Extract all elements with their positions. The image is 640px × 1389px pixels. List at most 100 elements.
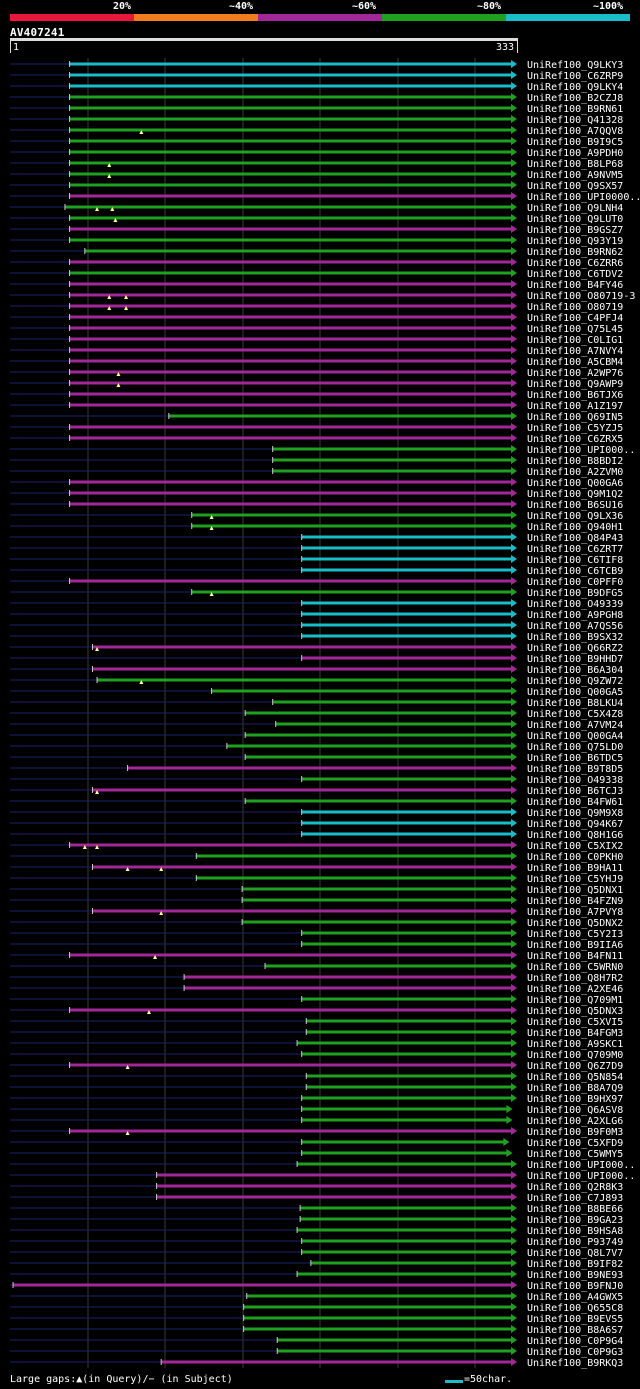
hit-arrowhead (511, 225, 517, 233)
hit-label: UniRef100_C6ZRT7 (527, 544, 623, 555)
hit-bar (69, 161, 513, 165)
hit-bar (69, 62, 513, 66)
hit-arrowhead (511, 1281, 517, 1289)
hit-arrowhead (511, 346, 517, 354)
hit-bar (196, 876, 512, 880)
hit-label: UniRef100_C5X4Z8 (527, 709, 623, 720)
hit-bar (13, 1283, 512, 1287)
hit-label: UniRef100_A2ZVM0 (527, 467, 623, 478)
hit-label: UniRef100_Q84P43 (527, 533, 623, 544)
hit-label: UniRef100_B8LKU4 (527, 698, 623, 709)
hit-bar (306, 1074, 512, 1078)
hit-arrowhead (511, 962, 517, 970)
hit-arrowhead (511, 885, 517, 893)
hit-arrowhead (511, 1215, 517, 1223)
hit-label: UniRef100_C6ZRP9 (527, 71, 623, 82)
hit-arrowhead (511, 390, 517, 398)
hit-bar (191, 524, 513, 528)
gap-marker-icon (107, 163, 112, 167)
hit-arrowhead (511, 1094, 517, 1102)
hit-arrowhead (511, 1292, 517, 1300)
gap-marker-icon (107, 295, 112, 299)
hit-bar (92, 667, 512, 671)
hit-arrowhead (511, 995, 517, 1003)
hit-label: UniRef100_Q94K67 (527, 819, 623, 830)
hit-arrowhead (511, 137, 517, 145)
hit-bar (301, 1107, 508, 1111)
hit-arrowhead (511, 951, 517, 959)
hit-arrowhead (506, 1149, 513, 1157)
hit-arrowhead (511, 566, 517, 574)
hit-label: UniRef100_Q00GA6 (527, 478, 623, 489)
hit-arrowhead (503, 1138, 510, 1146)
hit-label: UniRef100_C5YZJ5 (527, 423, 623, 434)
hit-label: UniRef100_O49338 (527, 775, 623, 786)
hit-label: UniRef100_B4FW61 (527, 797, 623, 808)
hit-arrowhead (511, 533, 517, 541)
hit-arrowhead (511, 522, 517, 530)
hit-bar (69, 304, 513, 308)
hit-bar (301, 931, 512, 935)
hit-bar (272, 458, 512, 462)
hit-bar (301, 568, 512, 572)
hit-arrowhead (511, 1127, 517, 1135)
legend-label-20: 20% (113, 1, 132, 12)
hit-label: UniRef100_Q8H1G6 (527, 830, 623, 841)
hit-label: UniRef100_Q9M9X8 (527, 808, 623, 819)
query-ruler (10, 38, 518, 41)
hit-arrowhead (511, 1347, 517, 1355)
hit-arrowhead (511, 1314, 517, 1322)
hit-label: UniRef100_B4FGM3 (527, 1028, 623, 1039)
gap-marker-icon (125, 867, 130, 871)
hit-bar (297, 1272, 512, 1276)
hit-bar (245, 711, 513, 715)
hit-arrowhead (511, 379, 517, 387)
hit-arrowhead (511, 115, 517, 123)
hit-label: UniRef100_C0LIG1 (527, 335, 623, 346)
hit-label: UniRef100_B6TJX6 (527, 390, 623, 401)
hit-arrowhead (511, 258, 517, 266)
hit-label: UniRef100_Q9LKY3 (527, 60, 623, 71)
hit-label: UniRef100_A2WP76 (527, 368, 623, 379)
hit-label: UniRef100_B9HA11 (527, 863, 623, 874)
hit-label: UniRef100_A9PDH0 (527, 148, 623, 159)
hit-arrowhead (511, 192, 517, 200)
hit-bar (92, 788, 512, 792)
hit-arrowhead (511, 170, 517, 178)
hit-arrowhead (511, 1204, 517, 1212)
hit-arrowhead (511, 1270, 517, 1278)
hit-bar (301, 997, 512, 1001)
hit-label: UniRef100_Q9LNH4 (527, 203, 623, 214)
gap-marker-icon (107, 306, 112, 310)
gap-marker-icon (124, 295, 129, 299)
hit-label: UniRef100_B9EVS5 (527, 1314, 623, 1325)
hit-bar (306, 1019, 512, 1023)
hit-bar (69, 84, 513, 88)
hit-bar (69, 359, 513, 363)
legend-swatch-40 (134, 14, 258, 21)
hit-label: UniRef100_C0P9G3 (527, 1347, 623, 1358)
hit-bar (301, 1140, 505, 1144)
hit-bar (242, 898, 512, 902)
hit-bar (301, 557, 512, 561)
hit-arrowhead (511, 973, 517, 981)
hit-label: UniRef100_B4FY46 (527, 280, 623, 291)
hit-bar (301, 1052, 512, 1056)
hit-arrowhead (511, 324, 517, 332)
hit-label: UniRef100_B8A7Q9 (527, 1083, 623, 1094)
hit-bar (301, 832, 512, 836)
hit-label: UniRef100_C0P9G4 (527, 1336, 623, 1347)
hit-arrowhead (511, 489, 517, 497)
hit-bar (69, 381, 513, 385)
hit-label: UniRef100_Q69IN5 (527, 412, 623, 423)
hit-bar (245, 733, 513, 737)
hit-label: UniRef100_B9GSZ7 (527, 225, 623, 236)
hit-bar (69, 491, 513, 495)
hit-arrowhead (511, 1006, 517, 1014)
hit-label: UniRef100_A2XE46 (527, 984, 623, 995)
hit-label: UniRef100_UPI0000.. (527, 192, 640, 203)
gap-marker-icon (113, 218, 118, 222)
hit-bar (69, 579, 513, 583)
hit-label: UniRef100_A9PGH8 (527, 610, 623, 621)
hit-bar (64, 205, 513, 209)
